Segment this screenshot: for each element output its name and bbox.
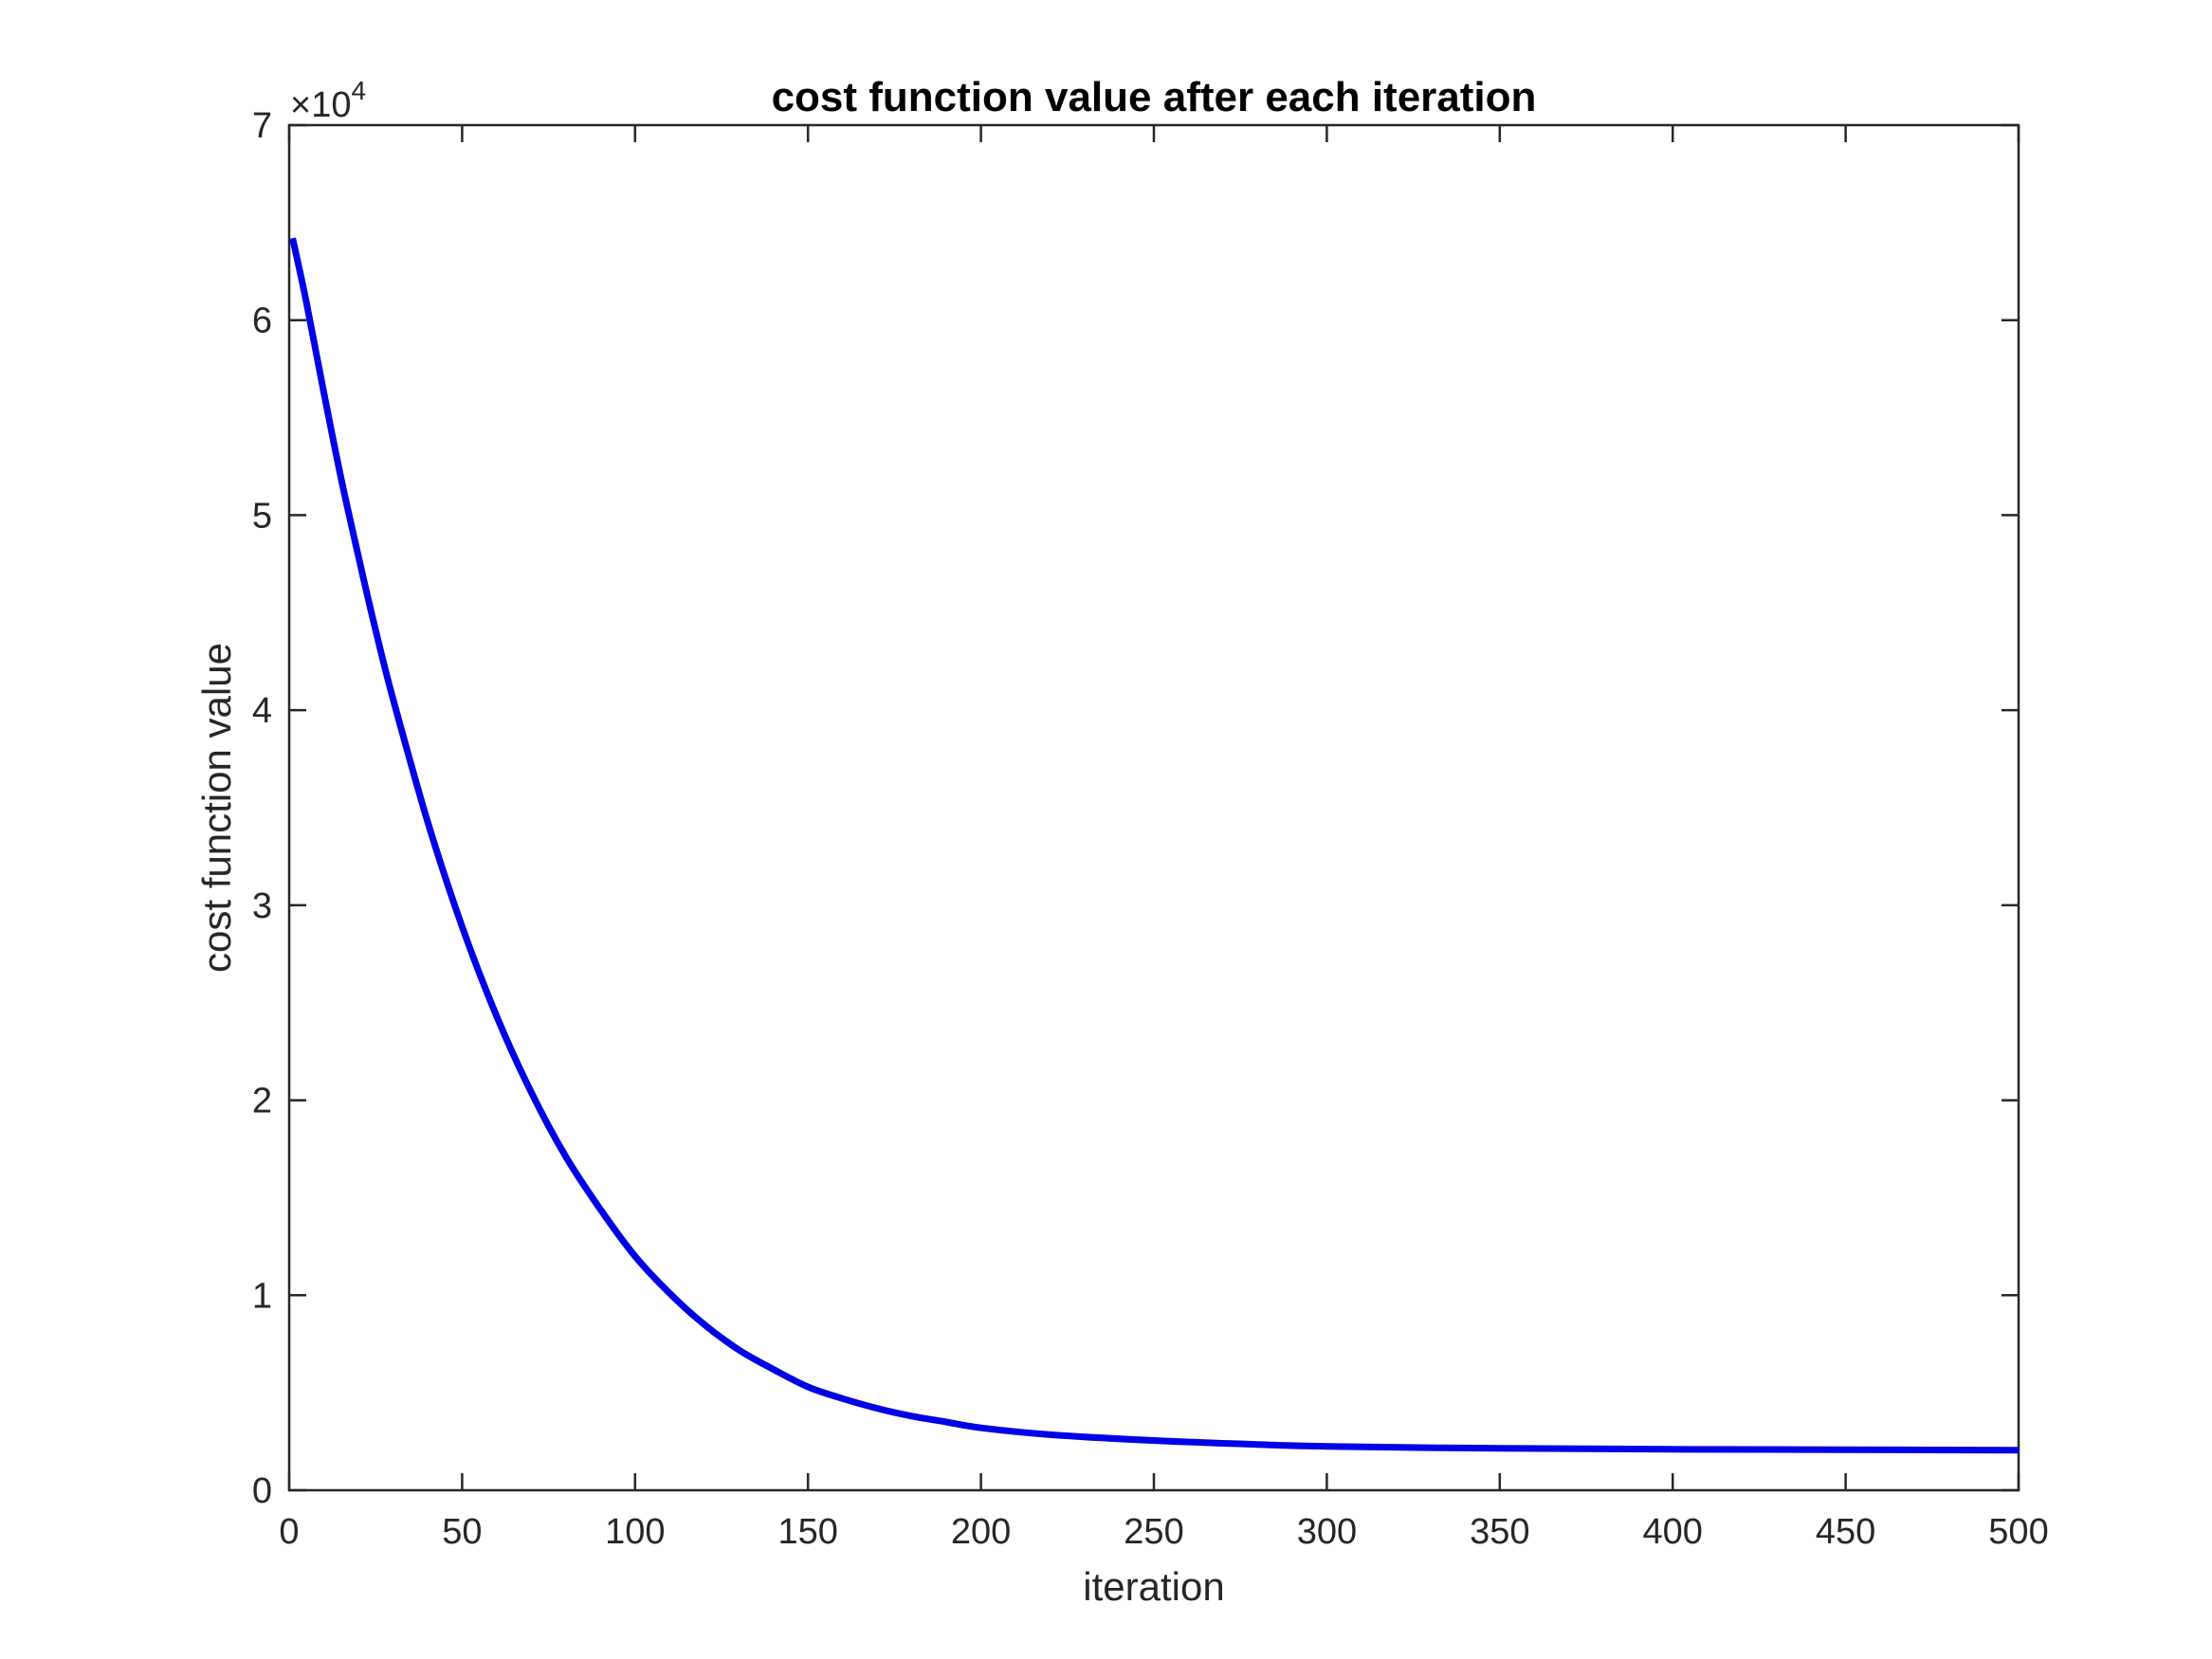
x-tick-label: 350	[1470, 1512, 1529, 1552]
y-tick-label: 0	[252, 1471, 272, 1511]
y-tick-label: 5	[252, 496, 272, 536]
series-layer	[289, 237, 2020, 1454]
ticks	[287, 123, 2020, 1492]
x-tick-label: 450	[1816, 1512, 1875, 1552]
series-line	[289, 237, 2020, 1454]
x-tick-label: 150	[777, 1512, 837, 1552]
y-tick-label: 3	[252, 886, 272, 926]
x-tick-label: 50	[442, 1512, 482, 1552]
tick-labels: 0 50 100 150 200 250 300 350 400 450 500 0 1 2 3 4 5 6 7	[252, 106, 2049, 1552]
y-tick-label: 7	[252, 106, 272, 146]
y-tick-label: 1	[252, 1276, 272, 1316]
x-tick-label: 500	[1988, 1512, 2048, 1552]
y-exponent-power: 4	[351, 76, 366, 105]
y-axis-label: cost function value	[194, 643, 239, 973]
y-tick-label: 4	[252, 691, 272, 731]
chart-title: cost function value after each iteration	[772, 74, 1537, 120]
y-exponent-label: ×104	[290, 76, 366, 125]
y-tick-label: 2	[252, 1082, 272, 1121]
x-tick-label: 100	[605, 1512, 665, 1552]
x-tick-label: 300	[1297, 1512, 1357, 1552]
svg-text:×104: ×104	[290, 76, 366, 125]
y-tick-label: 6	[252, 301, 272, 341]
x-tick-label: 400	[1642, 1512, 1702, 1552]
x-tick-label: 250	[1124, 1512, 1183, 1552]
y-exponent-times: ×10	[290, 85, 351, 125]
x-tick-label: 0	[279, 1512, 299, 1552]
x-tick-label: 200	[951, 1512, 1011, 1552]
x-axis-label: iteration	[1083, 1564, 1224, 1609]
